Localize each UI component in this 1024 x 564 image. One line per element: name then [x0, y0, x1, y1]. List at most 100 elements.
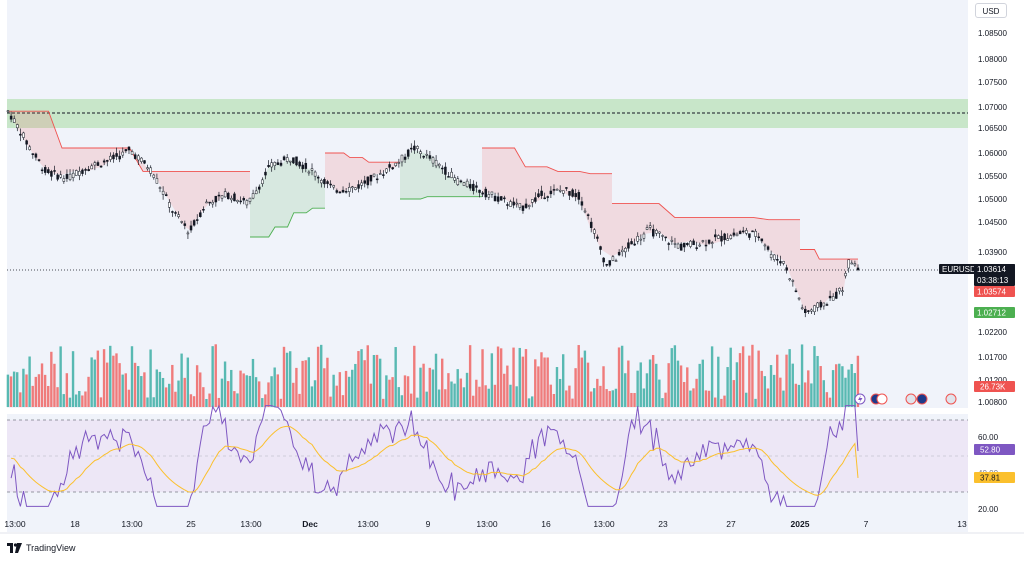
volume-bar — [481, 349, 484, 407]
volume-bar — [400, 395, 404, 407]
time-axis[interactable]: 13:00 18 13:00 25 13:00 Dec 13:00 9 13:00 16 13:00… — [4, 519, 967, 529]
volume-bar — [561, 354, 565, 407]
volume-bar — [394, 347, 397, 407]
candle-body — [326, 181, 329, 184]
candle-body — [28, 146, 31, 150]
candle-body — [714, 234, 717, 238]
volume-bar — [264, 394, 267, 407]
eu-flag-icon-2[interactable] — [905, 393, 917, 405]
volume-bar — [580, 357, 584, 407]
volume-badge[interactable]: 26.73K — [974, 381, 1015, 392]
candle-body — [56, 174, 59, 180]
volume-bar — [382, 398, 385, 407]
candle-body — [301, 164, 304, 170]
candle-body — [496, 196, 500, 202]
volume-bar — [658, 379, 661, 407]
candle-body — [741, 230, 745, 233]
volume-bar — [102, 349, 106, 407]
eu-flag-icon-3[interactable] — [916, 393, 928, 405]
volume-bar — [816, 355, 819, 407]
candle-body — [22, 132, 25, 138]
volume-bar — [310, 386, 314, 407]
price-pane[interactable] — [7, 0, 968, 408]
volume-bar — [506, 365, 509, 407]
rsi-value-badge[interactable]: 52.80 — [974, 444, 1015, 455]
candle-body — [676, 243, 680, 249]
volume-bar — [16, 372, 19, 407]
candle-body — [835, 291, 838, 299]
volume-bar — [689, 390, 692, 407]
candle-body — [838, 288, 841, 292]
currency-button[interactable]: USD — [975, 3, 1007, 18]
candle-body — [270, 162, 273, 168]
price-tick-label: 1.00800 — [978, 398, 1007, 407]
volume-bar — [745, 392, 748, 407]
candle-body — [797, 297, 801, 300]
candle-body — [121, 151, 125, 156]
supertrend-upper-badge[interactable]: 1.03574 — [974, 286, 1015, 297]
volume-bar — [624, 373, 627, 407]
candle-body — [96, 162, 100, 166]
candle-body — [397, 162, 401, 164]
candle-body — [437, 163, 441, 167]
candle-body — [59, 174, 62, 178]
candle-body — [503, 197, 506, 200]
price-tick-label: 1.06500 — [978, 124, 1007, 133]
volume-bar — [109, 345, 112, 407]
rsi-ma-badge[interactable]: 37.81 — [974, 472, 1015, 483]
last-price-badge[interactable]: EURUSD 1.03614 03:38:13 — [939, 264, 1015, 286]
volume-bar — [285, 352, 289, 407]
volume-bar — [530, 396, 534, 407]
candle-body — [146, 167, 149, 170]
volume-bar — [316, 346, 320, 407]
candle-body — [788, 278, 792, 281]
volume-bar — [822, 380, 825, 407]
candle-body — [558, 189, 562, 192]
candle-body — [791, 280, 795, 282]
candle-body — [323, 179, 326, 185]
rsi-value-label: 52.80 — [980, 446, 1001, 455]
candle-body — [236, 200, 239, 203]
volume-bar — [226, 381, 230, 407]
volume-bar — [140, 376, 143, 407]
candle-body — [425, 153, 429, 156]
volume-bar — [81, 395, 84, 407]
volume-bar — [493, 384, 497, 407]
price-tick-label: 1.03900 — [978, 248, 1007, 257]
volume-bar — [627, 360, 630, 407]
candle-body — [158, 187, 162, 189]
candle-body — [335, 190, 339, 193]
candle-body — [732, 232, 736, 236]
us-flag-icon[interactable] — [945, 393, 957, 405]
price-tick-label: 1.08500 — [978, 29, 1007, 38]
candle-body — [369, 174, 373, 182]
footer-brand[interactable]: TradingView — [7, 541, 76, 555]
time-tick-label: 13:00 — [121, 519, 143, 529]
candle-body — [245, 200, 249, 206]
candle-body — [168, 202, 171, 208]
volume-bar — [347, 376, 351, 407]
volume-bar — [168, 383, 171, 407]
volume-bar — [552, 393, 556, 407]
rsi-axis-20: 20.00 — [978, 505, 999, 514]
candle-body — [701, 240, 705, 242]
event-icons[interactable] — [854, 393, 957, 405]
candle-body — [137, 155, 140, 161]
candle-body — [627, 242, 630, 249]
flag-icon[interactable] — [876, 393, 888, 405]
candle-body — [577, 192, 581, 200]
volume-bar — [158, 371, 162, 407]
volume-bar — [282, 346, 286, 407]
candle-body — [707, 239, 711, 244]
candle-body — [205, 201, 208, 204]
candle-body — [593, 229, 596, 234]
volume-bar — [273, 367, 276, 407]
candle-body — [751, 230, 754, 233]
volume-bar — [267, 382, 270, 407]
supertrend-lower-badge[interactable]: 1.02712 — [974, 307, 1015, 318]
candle-body — [586, 214, 590, 216]
volume-bar — [146, 397, 149, 407]
candle-body — [177, 214, 180, 217]
